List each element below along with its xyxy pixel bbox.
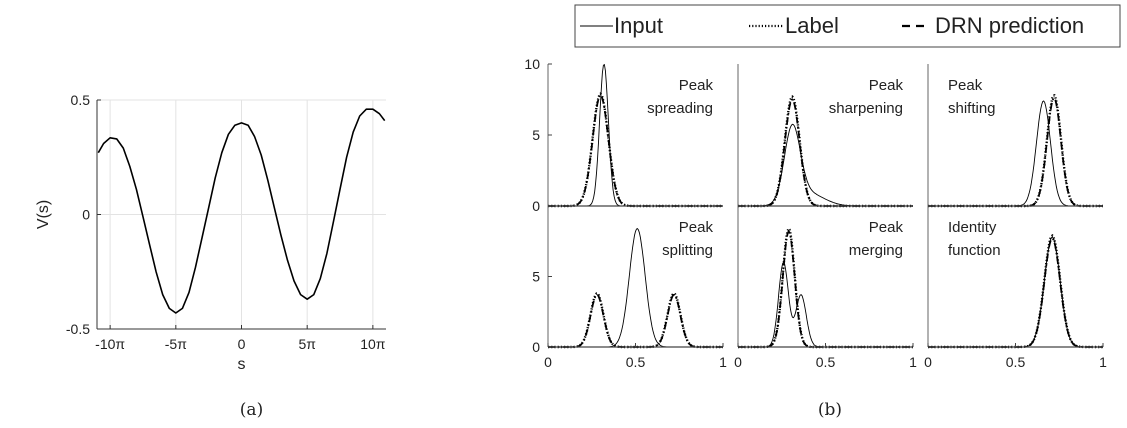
subplot-1: Peak spreading (548, 63, 723, 208)
caption-a: (a) (240, 400, 263, 420)
x-tick-label: 5π (298, 336, 316, 352)
x-tick-label: 1 (1099, 354, 1107, 370)
subplot-2: Peak sharpening (738, 77, 913, 208)
x-tick-label: 1 (909, 354, 917, 370)
subplot-label-line2: function (948, 242, 1001, 259)
legend-label: Label (785, 13, 839, 38)
y-tick-label: 0 (532, 198, 540, 214)
x-tick-label: 0 (924, 354, 932, 370)
x-tick-label: -10π (95, 336, 125, 352)
x-tick-label: 1 (719, 354, 727, 370)
y-tick-label: 0 (532, 339, 540, 355)
x-tick-label: 0 (238, 336, 246, 352)
subplot-label-line1: Peak (679, 77, 714, 94)
legend-label: DRN prediction (935, 13, 1084, 38)
x-tick-label: 0.5 (1006, 354, 1026, 370)
y-axis-label: V(s) (35, 200, 52, 229)
subplot-label-line1: Peak (679, 219, 714, 236)
x-tick-label: 0.5 (626, 354, 646, 370)
subplot-label-line2: sharpening (829, 100, 903, 117)
subplot-label-line2: splitting (662, 242, 713, 259)
caption-b: (b) (818, 400, 842, 420)
y-tick-label: 5 (532, 269, 540, 285)
x-tick-label: 10π (360, 336, 386, 352)
series-line-input (738, 123, 913, 207)
subplot-3: Peak shifting (928, 77, 1103, 208)
series-line-prediction (548, 293, 723, 348)
subplot-4: Peak splitting (548, 219, 723, 349)
subplot-label-line2: spreading (647, 100, 713, 117)
subplot-5: Peak merging (738, 219, 913, 349)
chart-b: Input Label DRN predictionPeakspreadingPea… (524, 4, 1121, 420)
x-tick-label: 0 (544, 354, 552, 370)
y-tick-label: -0.5 (66, 321, 90, 337)
y-tick-label: 10 (524, 56, 540, 72)
y-tick-label: 0 (82, 207, 90, 223)
subplot-label-line1: Peak (948, 77, 983, 94)
series-line-input (738, 261, 913, 348)
legend: Input Label DRN prediction (574, 4, 1121, 48)
x-axis-label: s (238, 356, 246, 373)
subplot-label-line2: shifting (948, 100, 996, 117)
subplot-6: Identity function (928, 219, 1103, 349)
subplot-label-line1: Identity (948, 219, 997, 236)
chart-a: -10π -5π 0 5π 10π -0.5 0 0.5 s V(s) (a) (35, 92, 386, 420)
subplot-label-line1: Peak (869, 77, 904, 94)
subplot-label-line1: Peak (869, 219, 904, 236)
x-tick-label: 0 (734, 354, 742, 370)
series-line-prediction (548, 93, 723, 207)
x-tick-label: -5π (165, 336, 187, 352)
legend-label: Input (614, 13, 663, 38)
series-line-label (548, 292, 723, 349)
subplot-label-line2: merging (849, 242, 903, 259)
y-tick-label: 0.5 (71, 92, 91, 108)
y-tick-label: 5 (532, 127, 540, 143)
series-line-potential (97, 108, 386, 314)
legend-box (574, 4, 1121, 48)
x-tick-label: 0.5 (816, 354, 836, 370)
